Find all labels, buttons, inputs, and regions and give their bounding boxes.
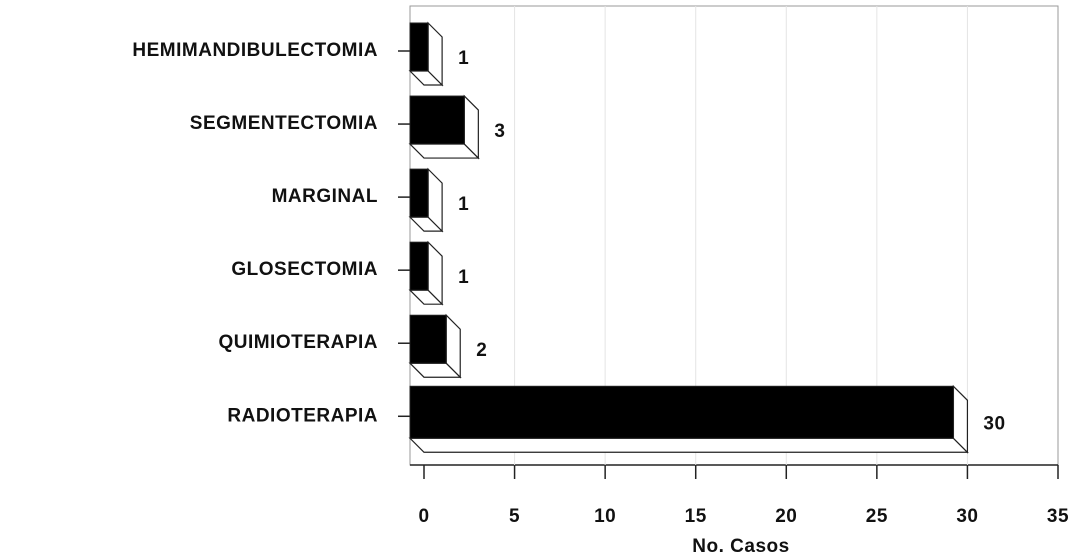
- bar: [408, 240, 444, 306]
- x-tick-label: 5: [509, 506, 520, 527]
- bar: [408, 21, 444, 87]
- value-label: 1: [458, 267, 469, 288]
- x-tick-label: 15: [685, 506, 707, 527]
- x-tick-label: 10: [594, 506, 616, 527]
- y-tick-label: RADIOTERAPIA: [227, 405, 378, 426]
- value-label: 1: [458, 48, 469, 69]
- y-tick-label: HEMIMANDIBULECTOMIA: [132, 40, 378, 61]
- y-tick-label: SEGMENTECTOMIA: [190, 113, 378, 134]
- bar: [408, 384, 969, 454]
- bar: [408, 167, 444, 233]
- x-tick-label: 35: [1047, 506, 1069, 527]
- value-label: 3: [494, 121, 505, 142]
- x-tick-label: 30: [956, 506, 978, 527]
- x-tick-label: 25: [866, 506, 888, 527]
- value-label: 30: [983, 413, 1005, 434]
- bar: [408, 313, 462, 379]
- value-label: 1: [458, 194, 469, 215]
- x-axis-label: No. Casos: [692, 536, 789, 557]
- x-tick-label: 0: [418, 506, 429, 527]
- value-label: 2: [476, 340, 487, 361]
- bar: [408, 94, 480, 160]
- x-tick-label: 20: [775, 506, 797, 527]
- y-tick-label: MARGINAL: [272, 186, 378, 207]
- y-tick-label: QUIMIOTERAPIA: [218, 332, 378, 353]
- y-tick-label: GLOSECTOMIA: [231, 259, 378, 280]
